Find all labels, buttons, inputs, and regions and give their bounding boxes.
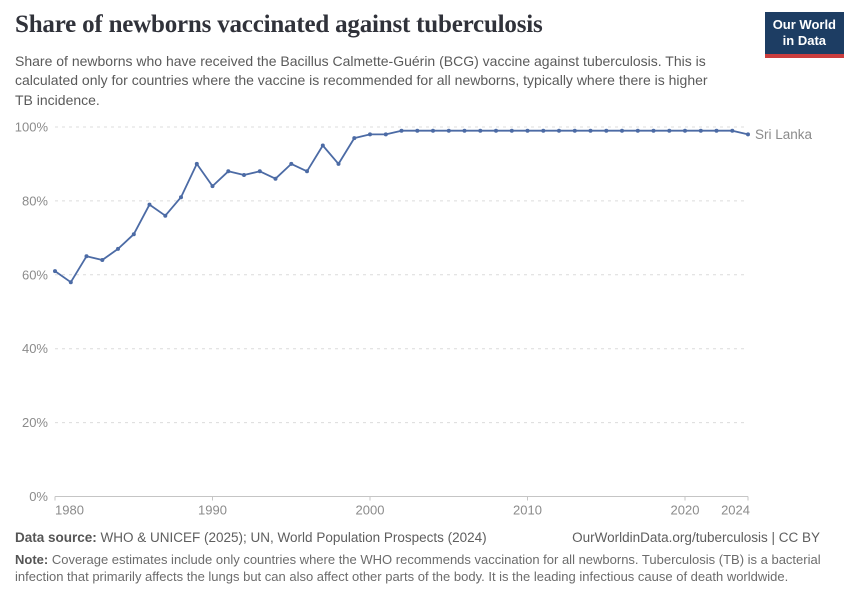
- series-sri-lanka[interactable]: Sri Lanka: [53, 127, 813, 285]
- data-point: [305, 169, 309, 174]
- x-tick-label: 2000: [356, 503, 385, 518]
- data-point: [683, 128, 687, 133]
- data-point: [210, 184, 215, 189]
- data-point: [651, 128, 656, 133]
- data-point: [399, 128, 404, 133]
- data-point: [336, 161, 341, 166]
- footer-note: Note: Coverage estimates include only co…: [15, 551, 837, 585]
- data-point: [68, 280, 73, 285]
- data-point: [730, 128, 735, 133]
- y-axis-labels: 0% 20% 40% 60% 80% 100%: [15, 120, 49, 505]
- data-point: [368, 132, 372, 137]
- data-point: [478, 128, 483, 133]
- data-point: [588, 128, 593, 133]
- data-point: [667, 128, 672, 133]
- x-axis-labels: 1980 1990 2000 2010 2020 2024: [54, 496, 750, 518]
- data-point: [572, 128, 577, 133]
- data-point: [163, 213, 168, 218]
- x-tick-label: 2020: [671, 503, 700, 518]
- data-point: [431, 128, 435, 133]
- y-tick-label: 0%: [29, 489, 48, 504]
- series-end-label: Sri Lanka: [755, 127, 813, 142]
- data-point: [446, 128, 451, 133]
- data-point: [557, 128, 561, 133]
- data-point: [415, 128, 420, 133]
- footer-license-link[interactable]: OurWorldinData.org/tuberculosis | CC BY: [572, 530, 820, 545]
- data-point: [541, 128, 546, 133]
- x-tick-label: 1990: [198, 503, 227, 518]
- data-point: [383, 132, 388, 137]
- data-point: [100, 258, 105, 262]
- data-point: [604, 128, 609, 133]
- x-tick-label: 1980: [55, 503, 84, 518]
- owid-logo-line2: in Data: [782, 33, 827, 49]
- data-point: [525, 128, 530, 133]
- data-point: [116, 246, 120, 251]
- chart-subtitle: Share of newborns who have received the …: [15, 53, 708, 108]
- data-point: [320, 143, 325, 148]
- y-tick-label: 20%: [22, 415, 48, 430]
- y-tick-label: 60%: [22, 267, 48, 282]
- data-point: [352, 136, 357, 141]
- data-point: [620, 128, 624, 133]
- y-gridlines: [55, 126, 748, 497]
- data-point: [746, 132, 750, 137]
- data-point: [257, 169, 262, 174]
- x-tick-label: 2024: [721, 503, 750, 518]
- data-point: [462, 128, 467, 133]
- data-point: [698, 128, 703, 133]
- x-tick-label: 2010: [513, 503, 542, 518]
- chart-title: Share of newborns vaccinated against tub…: [15, 11, 543, 38]
- data-point: [179, 195, 183, 200]
- data-point: [84, 254, 89, 259]
- datasource-label: Data source:: [15, 530, 97, 545]
- data-point: [131, 232, 136, 237]
- data-point: [289, 161, 294, 166]
- owid-logo[interactable]: Our World in Data: [764, 12, 844, 58]
- owid-logo-line1: Our World: [772, 17, 836, 32]
- data-point: [714, 128, 719, 133]
- note-text: Coverage estimates include only countrie…: [15, 552, 821, 585]
- data-point: [273, 176, 278, 181]
- footer-datasource-row: Data source: WHO & UNICEF (2025); UN, Wo…: [15, 530, 835, 545]
- data-point: [635, 128, 640, 133]
- data-point: [147, 202, 152, 207]
- note-label: Note:: [15, 552, 49, 567]
- y-tick-label: 80%: [22, 193, 48, 208]
- data-point: [194, 161, 199, 166]
- y-tick-label: 100%: [15, 120, 49, 135]
- data-point: [242, 173, 246, 177]
- y-tick-label: 40%: [22, 341, 48, 356]
- series-line: [54, 129, 749, 284]
- datasource-text: WHO & UNICEF (2025); UN, World Populatio…: [96, 530, 487, 545]
- data-point: [494, 128, 498, 133]
- data-point: [53, 269, 57, 274]
- data-point: [226, 169, 231, 174]
- data-point: [509, 128, 514, 133]
